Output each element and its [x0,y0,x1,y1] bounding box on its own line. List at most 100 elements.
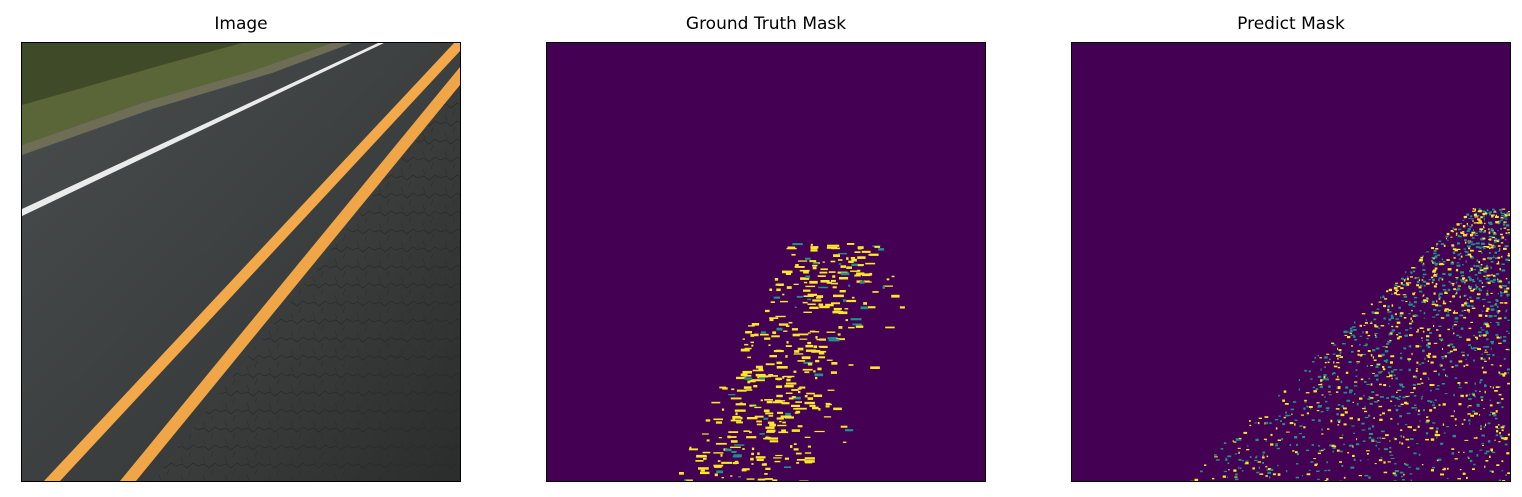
predict-mask-speck [1296,443,1299,446]
gt-mask-speck [770,301,775,303]
predict-mask-speck [1457,228,1462,230]
gt-mask-speck [819,338,826,341]
predict-mask-speck [1389,446,1392,449]
predict-mask-speck [1383,384,1387,387]
predict-mask-speck [1380,296,1382,299]
predict-mask-speck [1426,300,1429,303]
gt-mask-speck [891,294,900,298]
predict-mask-speck [1481,399,1484,401]
predict-mask-speck [1234,478,1239,481]
predict-mask-speck [1433,324,1435,327]
predict-mask-speck [1475,336,1478,339]
predict-mask-speck [1401,300,1405,302]
predict-mask-speck [1306,412,1309,415]
predict-mask-speck [1482,286,1484,288]
gt-mask-speck [787,246,796,249]
predict-mask-speck [1403,473,1405,476]
predict-mask-speck [1368,396,1371,398]
predict-mask-speck [1255,438,1259,442]
predict-mask-speck [1394,405,1397,407]
predict-mask-speck [1472,220,1474,222]
gt-mask-speck [785,345,792,347]
gt-mask-speck [727,435,731,439]
predict-mask-speck [1390,331,1394,333]
predict-mask-speck [1500,284,1505,287]
predict-mask-speck [1467,245,1471,248]
predict-mask-speck [1484,212,1487,215]
predict-mask-speck [1316,470,1320,472]
predict-mask-speck [1393,374,1396,376]
gt-mask-speck [721,461,732,464]
predict-mask-speck [1404,335,1406,337]
predict-mask-speck [1479,247,1482,249]
predict-mask-speck [1397,405,1401,407]
predict-mask-speck [1503,336,1507,338]
predict-mask-speck [1507,382,1510,385]
predict-mask-speck [1283,390,1287,393]
predict-mask-speck [1395,396,1399,399]
predict-mask-speck [1468,247,1471,250]
predict-mask-speck [1469,226,1473,228]
predict-mask-speck [1480,427,1482,430]
predict-mask-speck [1490,308,1495,311]
predict-mask-speck [1380,396,1384,398]
gt-mask-speck [729,436,737,438]
predict-mask-speck [1477,218,1481,221]
predict-mask-speck [1302,436,1306,439]
predict-mask-speck [1490,261,1494,263]
predict-mask-speck [1390,370,1394,373]
predict-mask-speck [1400,282,1403,285]
predict-mask-speck [1499,364,1502,367]
predict-mask-speck [1234,476,1238,478]
predict-mask-speck [1444,309,1447,312]
predict-mask-speck [1498,479,1502,481]
gt-mask-speck [869,272,873,276]
predict-mask-speck [1419,310,1422,312]
predict-mask-speck [1353,432,1356,434]
predict-mask-speck [1480,424,1482,427]
predict-mask-speck [1313,390,1317,393]
predict-mask-speck [1505,310,1507,313]
gt-mask-speck [838,311,848,315]
predict-mask-speck [1483,270,1487,272]
predict-mask-speck [1375,335,1378,338]
predict-mask-speck [1343,391,1347,394]
gt-mask-speck [795,452,802,455]
predict-mask-speck [1402,396,1406,399]
predict-mask-speck [1490,347,1492,350]
predict-mask-speck [1361,354,1363,356]
gt-mask-speck [758,377,765,380]
predict-mask-speck [1502,480,1506,481]
gt-mask-speck [813,370,816,373]
predict-mask-speck [1383,304,1386,307]
predict-mask-speck [1200,470,1203,473]
gt-mask-speck [732,462,739,464]
predict-mask-speck [1375,311,1379,315]
predict-mask-speck [1442,348,1444,350]
gt-mask-speck [799,480,809,481]
predict-mask-speck [1298,378,1300,381]
predict-mask-speck [1433,274,1436,277]
predict-mask-speck [1409,426,1412,429]
predict-mask-speck [1418,363,1422,365]
predict-mask-speck [1474,412,1478,415]
predict-mask-speck [1478,250,1482,252]
gt-mask-speck [780,300,788,303]
predict-mask-speck [1353,458,1356,461]
predict-mask-speck [1337,419,1341,422]
predict-mask-speck [1353,335,1356,338]
predict-mask-speck [1442,260,1446,263]
gt-mask-speck [766,401,773,404]
predict-mask-speck [1478,219,1481,222]
predict-mask-speck [1418,409,1420,412]
predict-mask-speck [1373,318,1377,321]
predict-mask-speck [1459,336,1462,338]
predict-mask-speck [1422,280,1427,283]
predict-mask-speck [1393,369,1398,371]
gt-mask-speck [798,391,801,394]
predict-mask-speck [1407,426,1411,428]
predict-mask-speck [1328,394,1332,396]
predict-mask-speck [1303,407,1306,410]
predict-mask-speck [1394,463,1397,465]
gt-mask-speck [845,319,848,322]
